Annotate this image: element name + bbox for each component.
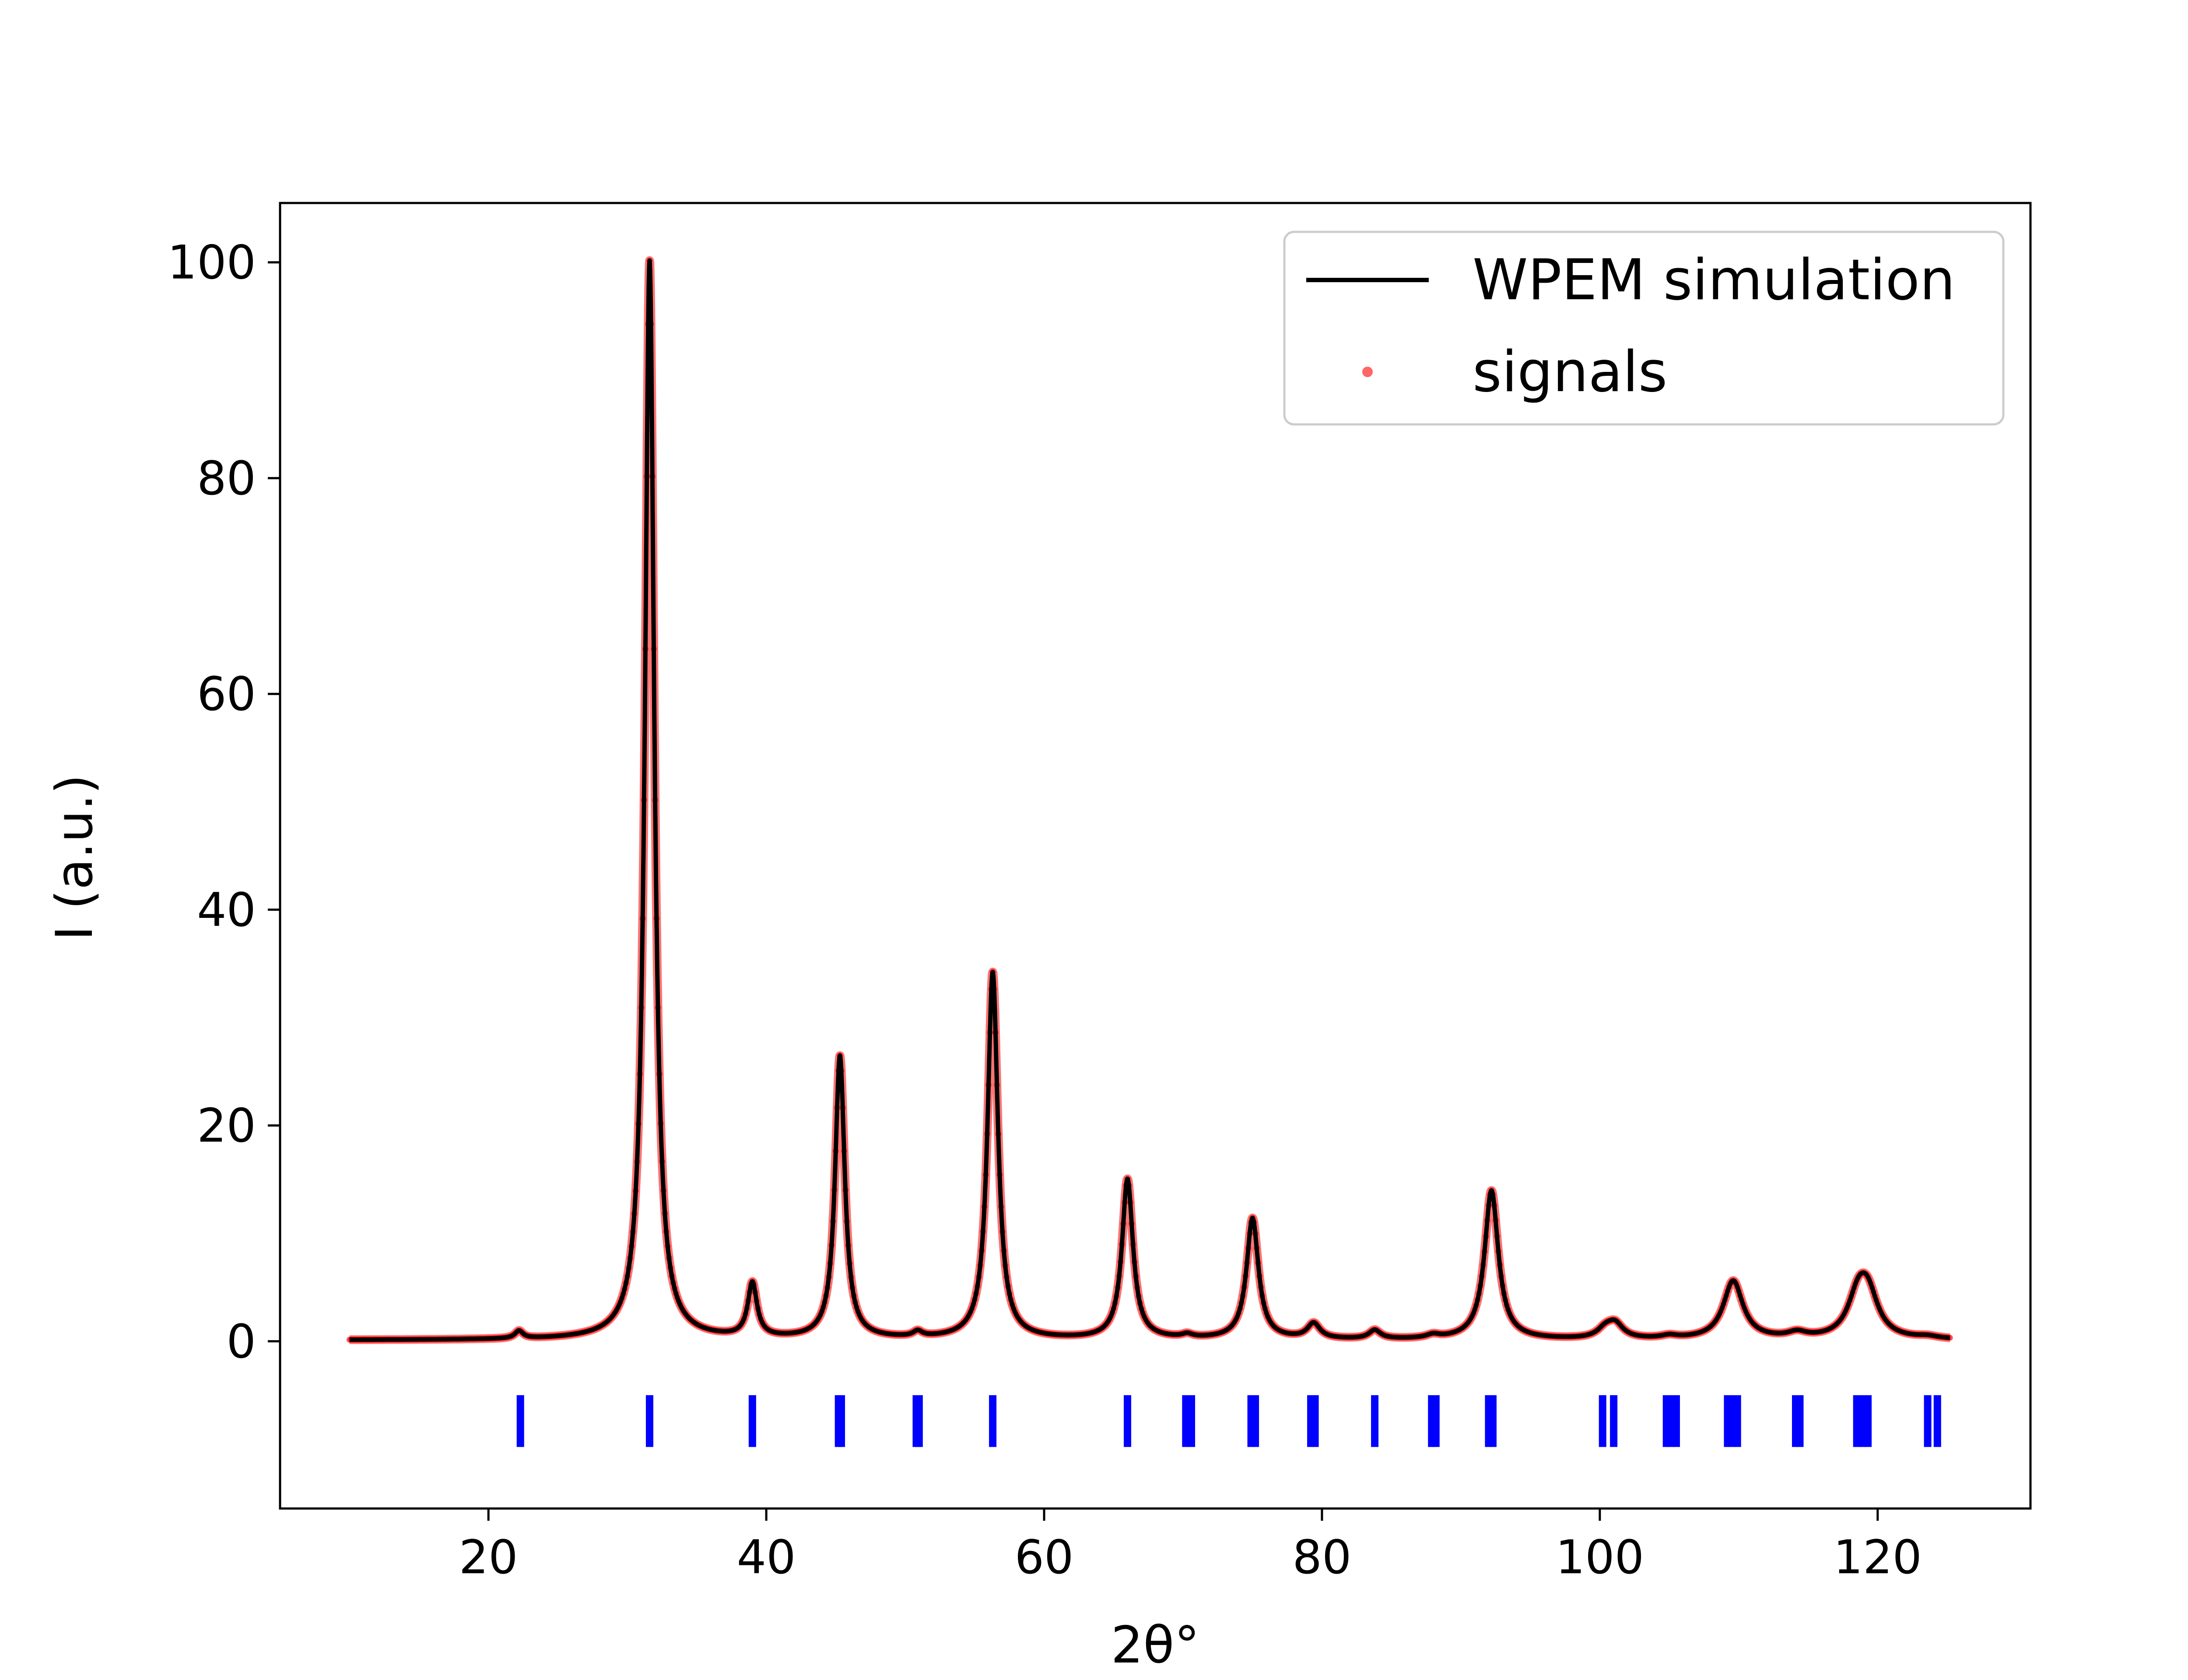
x-tick-label: 100 (1556, 1530, 1644, 1584)
y-tick-label: 60 (197, 667, 256, 721)
legend-label-simulation: WPEM simulation (1473, 248, 1955, 313)
x-tick-label: 80 (1293, 1530, 1352, 1584)
x-tick-label: 40 (737, 1530, 796, 1584)
legend-label-signals: signals (1473, 340, 1667, 405)
y-tick-label: 0 (227, 1315, 256, 1368)
y-axis-title: I (a.u.) (45, 774, 104, 941)
y-tick-label: 20 (197, 1099, 256, 1153)
x-axis-title: 2θ° (1111, 1616, 1200, 1675)
y-tick-label: 100 (168, 236, 256, 290)
y-tick-label: 40 (197, 883, 256, 937)
legend-dot-swatch (1362, 367, 1373, 377)
legend: WPEM simulation signals (1283, 231, 2005, 426)
y-tick-label: 80 (197, 452, 256, 505)
reflection-markers (516, 1395, 1941, 1447)
x-tick-label: 60 (1015, 1530, 1074, 1584)
x-tick-label: 120 (1834, 1530, 1922, 1584)
x-tick-label: 20 (459, 1530, 518, 1584)
